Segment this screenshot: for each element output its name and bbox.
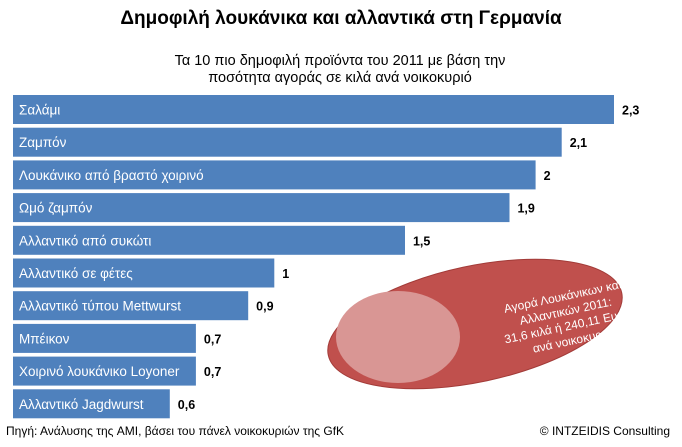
chart-title: Δημοφιλή λουκάνικα και αλλαντικά στη Γερ…	[120, 8, 562, 29]
bar	[13, 160, 536, 190]
credit-note: © INTZEIDIS Consulting	[539, 424, 670, 438]
chart-subtitle: Τα 10 πιο δημοφιλή προϊόντα του 2011 με …	[100, 53, 580, 87]
bar-category-label: Αλλαντικό Jagdwurst	[19, 397, 144, 412]
subtitle-line-1: Τα 10 πιο δημοφιλή προϊόντα του 2011 με …	[174, 53, 506, 69]
bar-category-label: Αλλαντικό σε φέτες	[19, 266, 133, 281]
bar-value-label: 2	[544, 169, 551, 183]
bar-value-label: 0,6	[178, 398, 195, 412]
subtitle-line-2: ποσότητα αγοράς σε κιλά ανά νοικοκυριό	[208, 70, 472, 86]
bar	[13, 95, 614, 124]
bar	[13, 291, 249, 321]
bar-category-label: Χοιρινό λουκάνικο Loyoner	[19, 364, 180, 379]
bar-value-label: 0,7	[204, 332, 221, 346]
bar-category-label: Ζαμπόν	[19, 135, 67, 150]
bar	[13, 356, 196, 386]
bar-category-label: Μπέικον	[19, 331, 70, 346]
bar	[13, 127, 562, 157]
bar-category-label: Αλλαντικό από συκώτι	[19, 233, 151, 248]
bar-category-label: Ωμό ζαμπόν	[19, 201, 93, 216]
bar	[13, 389, 170, 419]
bar-value-label: 2,1	[570, 136, 587, 150]
bar-category-label: Αλλαντικό τύπου Mettwurst	[19, 299, 181, 314]
bar	[13, 258, 275, 288]
bar-value-label: 1	[282, 267, 289, 281]
bar-category-label: Λουκάνικο από βραστό χοιρινό	[19, 168, 204, 183]
bar-value-label: 2,3	[622, 104, 639, 118]
bar	[13, 225, 405, 255]
bars-group: Σαλάμι 2,3 Ζαμπόν 2,1 Λουκάνικο από βραστό χ…	[13, 95, 639, 419]
bar-value-label: 0,7	[204, 365, 221, 379]
bar	[13, 323, 196, 353]
bar	[13, 193, 510, 223]
bar-value-label: 1,9	[517, 202, 534, 216]
summary-bubble-inner	[336, 291, 460, 383]
bar-category-label: Σαλάμι	[19, 103, 60, 118]
bar-value-label: 1,5	[413, 234, 430, 248]
source-note: Πηγή: Ανάλυσης της AMI, βάσει του πάνελ …	[6, 424, 345, 438]
bar-value-label: 0,9	[256, 300, 273, 314]
